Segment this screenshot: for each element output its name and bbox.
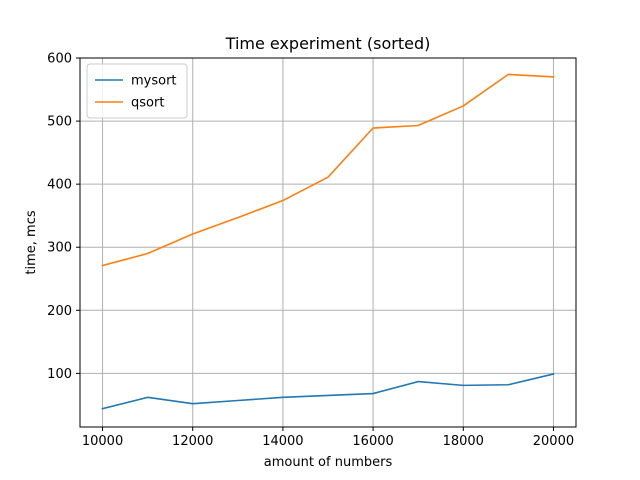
y-axis-label: time, mcs: [24, 210, 39, 274]
x-tick-label: 14000: [262, 434, 303, 449]
y-tick-label: 600: [47, 52, 72, 67]
legend-label-mysort: mysort: [131, 74, 177, 89]
y-tick-label: 300: [47, 241, 72, 256]
x-tick-label: 18000: [443, 434, 484, 449]
chart-title: Time experiment (sorted): [225, 34, 431, 53]
plot-frame: [79, 57, 577, 428]
x-tick-label: 10000: [82, 434, 123, 449]
y-tick-label: 100: [47, 367, 72, 382]
x-tick-label: 20000: [533, 434, 574, 449]
axis-ticks: 10000 12000 14000 16000 18000 20000 100 200 300 4…: [47, 52, 574, 450]
legend-label-qsort: qsort: [131, 96, 164, 111]
legend-box: [86, 63, 188, 119]
x-tick-label: 12000: [172, 434, 213, 449]
x-axis-label: amount of numbers: [264, 455, 393, 470]
y-tick-label: 400: [47, 178, 72, 193]
x-tick-label: 16000: [352, 434, 393, 449]
legend: mysort qsort: [86, 63, 188, 119]
y-tick-label: 500: [47, 115, 72, 130]
y-tick-label: 200: [47, 304, 72, 319]
series-lines: [101, 73, 555, 410]
